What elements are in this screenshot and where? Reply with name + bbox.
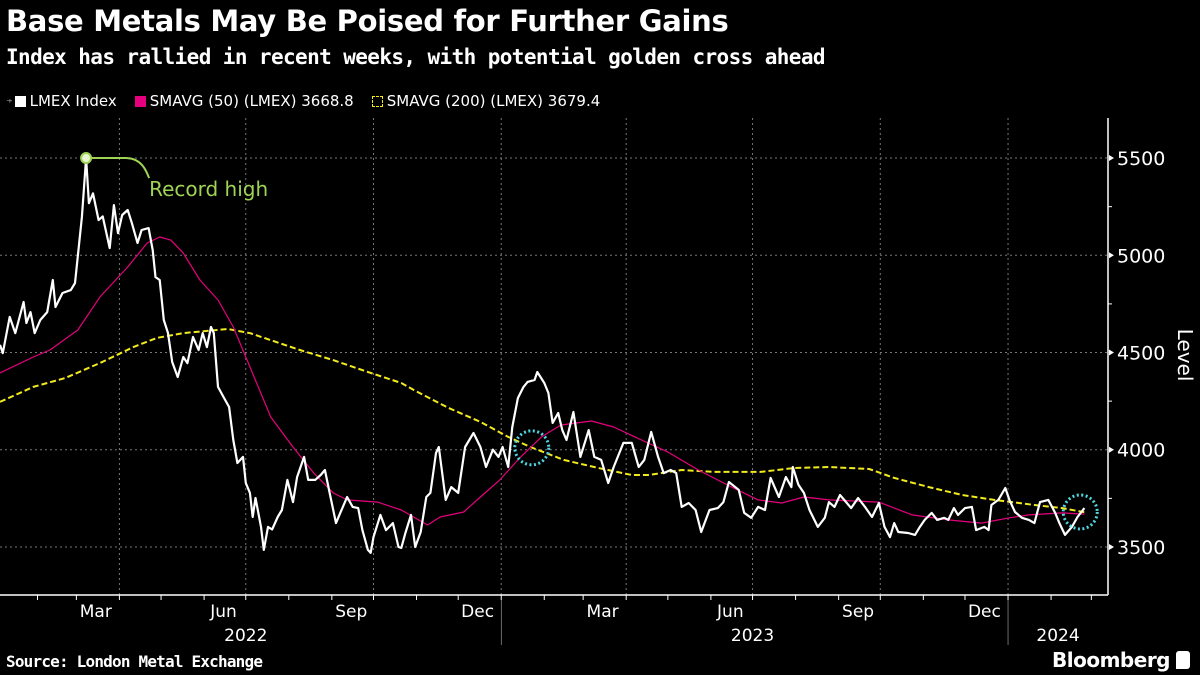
- y-tick-label: 5000: [1117, 245, 1165, 267]
- legend-swatch-sma200: [371, 95, 383, 107]
- y-tick: [1109, 543, 1114, 550]
- chart-title: Base Metals May Be Poised for Further Ga…: [6, 4, 729, 38]
- y-tick: [1109, 155, 1114, 162]
- y-tick-label: 4000: [1117, 440, 1165, 462]
- legend-label: SMAVG (50) (LMEX) 3668.8: [149, 92, 354, 110]
- y-tick-label: 4500: [1117, 343, 1165, 365]
- legend-marker-icon: ⍆: [6, 94, 13, 107]
- x-tick-label: Dec: [968, 602, 1001, 622]
- y-tick-label: 3500: [1117, 537, 1165, 559]
- legend-label: LMEX Index: [29, 92, 117, 110]
- sma50-line: [0, 236, 1085, 526]
- x-tick-label: Jun: [209, 602, 237, 622]
- sma200-line: [0, 328, 1085, 514]
- y-tick: [1109, 349, 1114, 356]
- record-high-marker: [80, 152, 93, 165]
- record-high-label: Record high: [149, 177, 268, 201]
- bloomberg-terminal-icon: [1176, 651, 1190, 669]
- lmex-index-line: [0, 157, 1086, 554]
- y-axis-label: Level: [1173, 329, 1197, 382]
- callout-line: [86, 157, 151, 179]
- x-tick-label: Mar: [80, 602, 112, 622]
- year-label: 2024: [1036, 626, 1079, 646]
- x-tick-label: Sep: [842, 602, 874, 622]
- x-tick-label: Jun: [716, 602, 744, 622]
- chart-subtitle: Index has rallied in recent weeks, with …: [6, 45, 826, 69]
- legend-swatch-lmex: [14, 95, 26, 107]
- source-note: Source: London Metal Exchange: [6, 652, 263, 671]
- x-tick-label: Sep: [335, 602, 367, 622]
- legend-item-lmex: ⍆ LMEX Index: [6, 92, 117, 110]
- year-label: 2023: [731, 626, 774, 646]
- golden-cross-highlight-circle: [1061, 493, 1099, 531]
- brand-name: Bloomberg: [1052, 648, 1170, 672]
- x-tick-label: Dec: [461, 602, 494, 622]
- bloomberg-logo: Bloomberg: [1052, 648, 1190, 672]
- legend-item-sma200: SMAVG (200) (LMEX) 3679.4: [371, 92, 601, 110]
- legend-item-sma50: SMAVG (50) (LMEX) 3668.8: [134, 92, 354, 110]
- y-tick-label: 5500: [1117, 148, 1165, 170]
- legend: ⍆ LMEX Index SMAVG (50) (LMEX) 3668.8 SM…: [6, 92, 600, 110]
- x-tick-label: Mar: [587, 602, 619, 622]
- year-label: 2022: [224, 626, 267, 646]
- golden-cross-highlight-circle: [513, 429, 551, 467]
- y-tick: [1109, 252, 1114, 259]
- legend-label: SMAVG (200) (LMEX) 3679.4: [386, 92, 601, 110]
- legend-swatch-sma50: [134, 95, 146, 107]
- y-tick: [1109, 446, 1114, 453]
